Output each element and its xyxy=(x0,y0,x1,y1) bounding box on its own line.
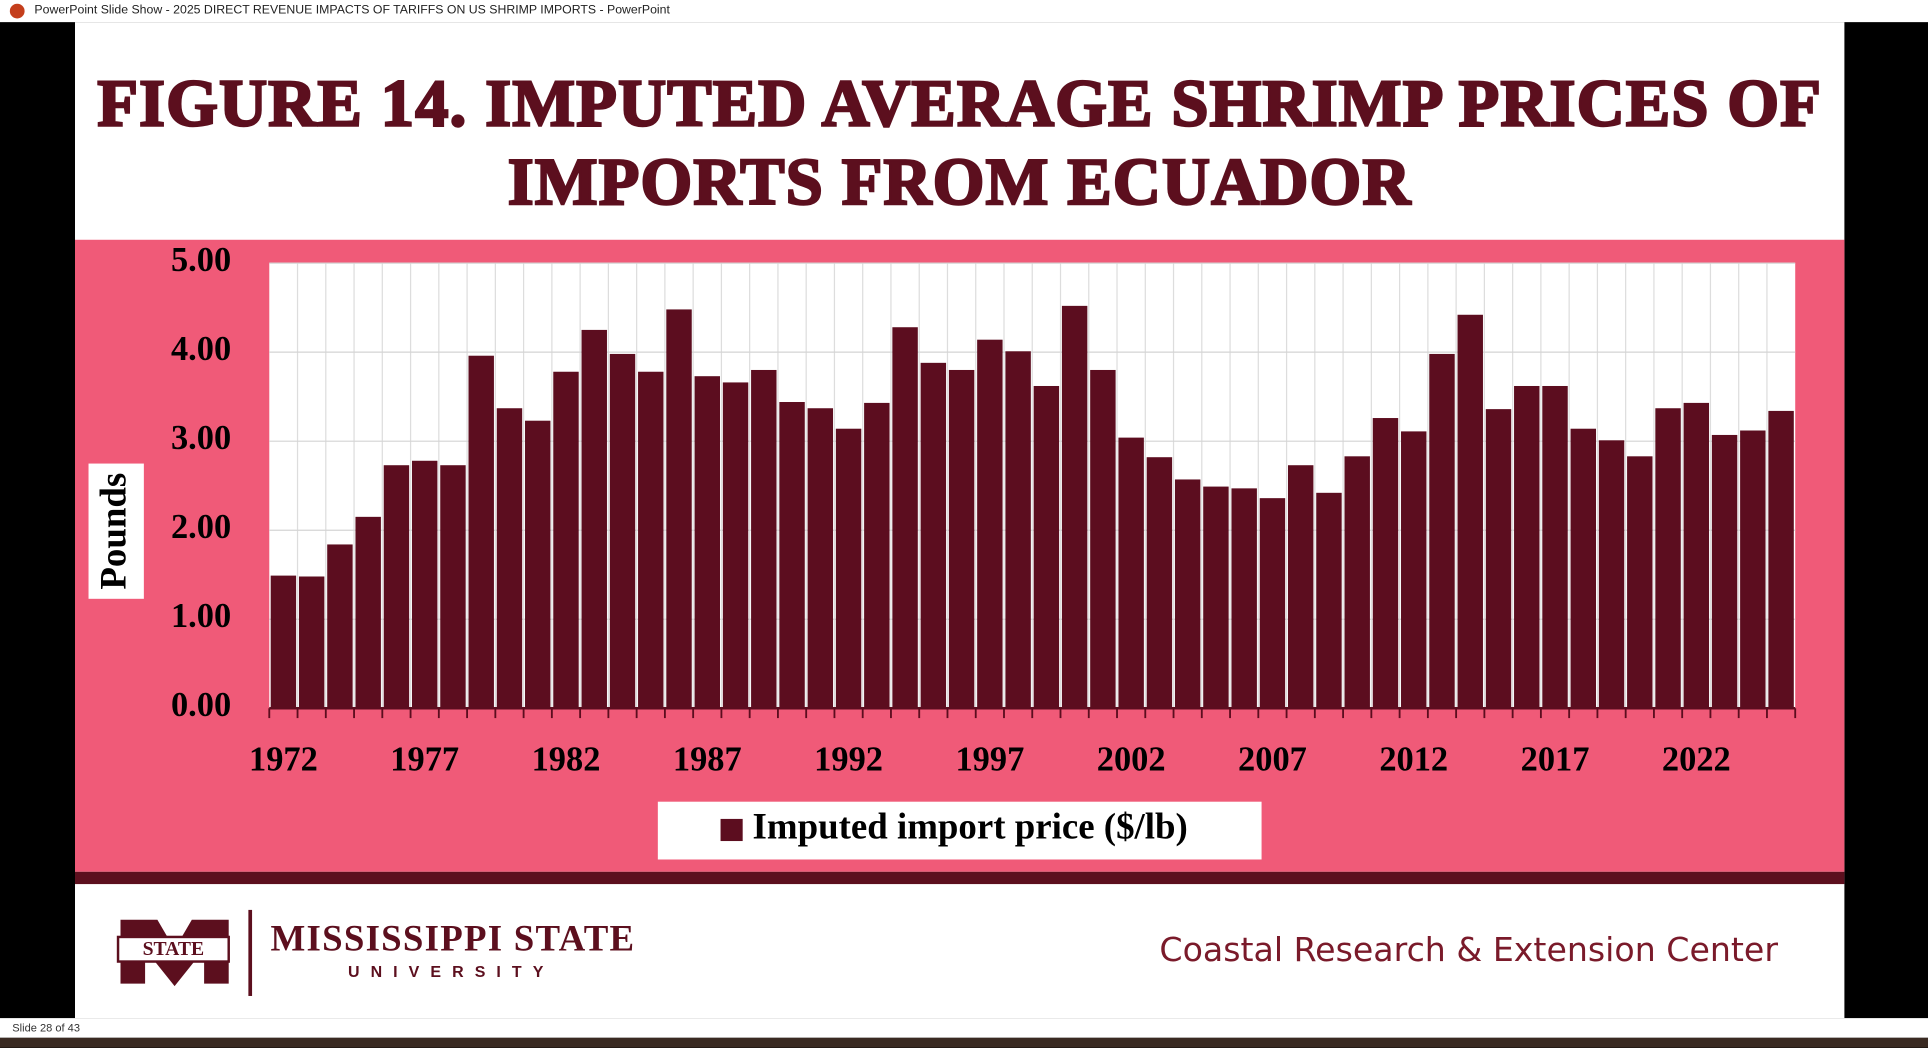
bar xyxy=(1146,457,1173,709)
bar xyxy=(298,576,325,709)
bar xyxy=(864,402,890,709)
x-tick-label: 2012 xyxy=(1379,740,1448,778)
bar xyxy=(1287,465,1314,709)
status-bar: Slide 28 of 43 xyxy=(0,1018,1928,1038)
bar xyxy=(807,408,834,709)
y-tick-label: 4.00 xyxy=(171,330,231,368)
x-tick-label: 2007 xyxy=(1238,740,1307,778)
slide-counter: Slide 28 of 43 xyxy=(12,1021,80,1035)
bar xyxy=(948,369,975,709)
app-icon xyxy=(9,3,25,19)
y-label-box xyxy=(88,463,144,599)
bar xyxy=(1033,385,1060,709)
bar xyxy=(1457,314,1483,709)
y-tick-label: 2.00 xyxy=(171,508,231,546)
bar xyxy=(1344,456,1370,709)
bar xyxy=(835,428,862,709)
legend-label: Imputed import price ($/lb) xyxy=(753,805,1188,847)
university-name: MISSISSIPPI STATE xyxy=(271,917,636,958)
bar xyxy=(1090,369,1116,709)
x-tick-label: 2022 xyxy=(1662,740,1731,778)
title-bar: PowerPoint Slide Show - 2025 DIRECT REVE… xyxy=(0,0,1928,23)
y-tick-label: 5.00 xyxy=(171,241,231,279)
bar xyxy=(1514,385,1540,709)
x-tick-label: 1997 xyxy=(955,740,1024,778)
bar xyxy=(270,575,297,709)
x-tick-label: 1987 xyxy=(673,740,742,778)
y-tick-label: 3.00 xyxy=(171,419,231,457)
bar xyxy=(1174,479,1201,709)
bar xyxy=(1740,430,1766,709)
bar xyxy=(1231,488,1257,709)
bar xyxy=(1429,353,1455,709)
bar xyxy=(1118,437,1144,709)
center-name: Coastal Research & Extension Center xyxy=(1159,930,1778,969)
bar xyxy=(581,329,607,709)
bar xyxy=(1485,409,1512,709)
y-axis-label: Pounds xyxy=(92,473,133,590)
bar xyxy=(1316,492,1342,709)
x-tick-label: 2017 xyxy=(1521,740,1590,778)
logo-badge xyxy=(116,935,230,963)
x-tick-label: 1982 xyxy=(532,740,601,778)
bar xyxy=(722,382,749,709)
bar xyxy=(1570,428,1596,709)
taskbar-strip xyxy=(0,1037,1928,1048)
x-tick-label: 1992 xyxy=(814,740,883,778)
bar xyxy=(609,353,636,709)
bar xyxy=(751,369,777,709)
bar xyxy=(383,465,410,709)
y-tick-label: 0.00 xyxy=(171,686,231,724)
bar xyxy=(1005,351,1031,709)
bar xyxy=(1768,410,1794,709)
legend xyxy=(657,801,1262,860)
bar xyxy=(1259,498,1286,709)
bar xyxy=(440,465,466,709)
bar xyxy=(496,408,523,709)
bar xyxy=(779,402,805,709)
bar xyxy=(1542,385,1568,709)
bar xyxy=(638,371,664,709)
bar xyxy=(1372,418,1399,709)
logo-rule xyxy=(248,909,253,996)
bar xyxy=(1598,440,1625,709)
legend-swatch xyxy=(720,818,743,842)
bar xyxy=(327,544,353,709)
bar xyxy=(1627,456,1653,709)
x-tick-label: 2002 xyxy=(1097,740,1166,778)
bar xyxy=(1203,486,1229,709)
bar xyxy=(892,327,918,709)
x-tick-label: 1977 xyxy=(390,740,459,778)
bar xyxy=(1401,431,1427,709)
bar xyxy=(355,516,381,709)
logo-badge-text: STATE xyxy=(143,938,205,960)
divider xyxy=(75,871,1845,885)
logo: STATE MISSISSIPPI STATE UNIVERSITY xyxy=(116,909,636,996)
bar xyxy=(977,339,1003,709)
bar xyxy=(694,376,720,709)
bar xyxy=(1655,408,1681,709)
x-tick-label: 1972 xyxy=(249,740,318,778)
bar xyxy=(1683,402,1710,709)
bar xyxy=(553,371,579,709)
bar xyxy=(411,460,438,709)
bar xyxy=(1061,305,1088,709)
bar xyxy=(468,355,494,709)
bar xyxy=(1711,434,1738,709)
chart-title: FIGURE 14. IMPUTED AVERAGE SHRIMP PRICES… xyxy=(96,65,1823,220)
university-sub: UNIVERSITY xyxy=(348,964,555,981)
bar xyxy=(666,309,692,709)
y-tick-label: 1.00 xyxy=(171,597,231,635)
bar xyxy=(525,420,551,709)
bar xyxy=(920,362,947,709)
window-title: PowerPoint Slide Show - 2025 DIRECT REVE… xyxy=(34,3,670,18)
